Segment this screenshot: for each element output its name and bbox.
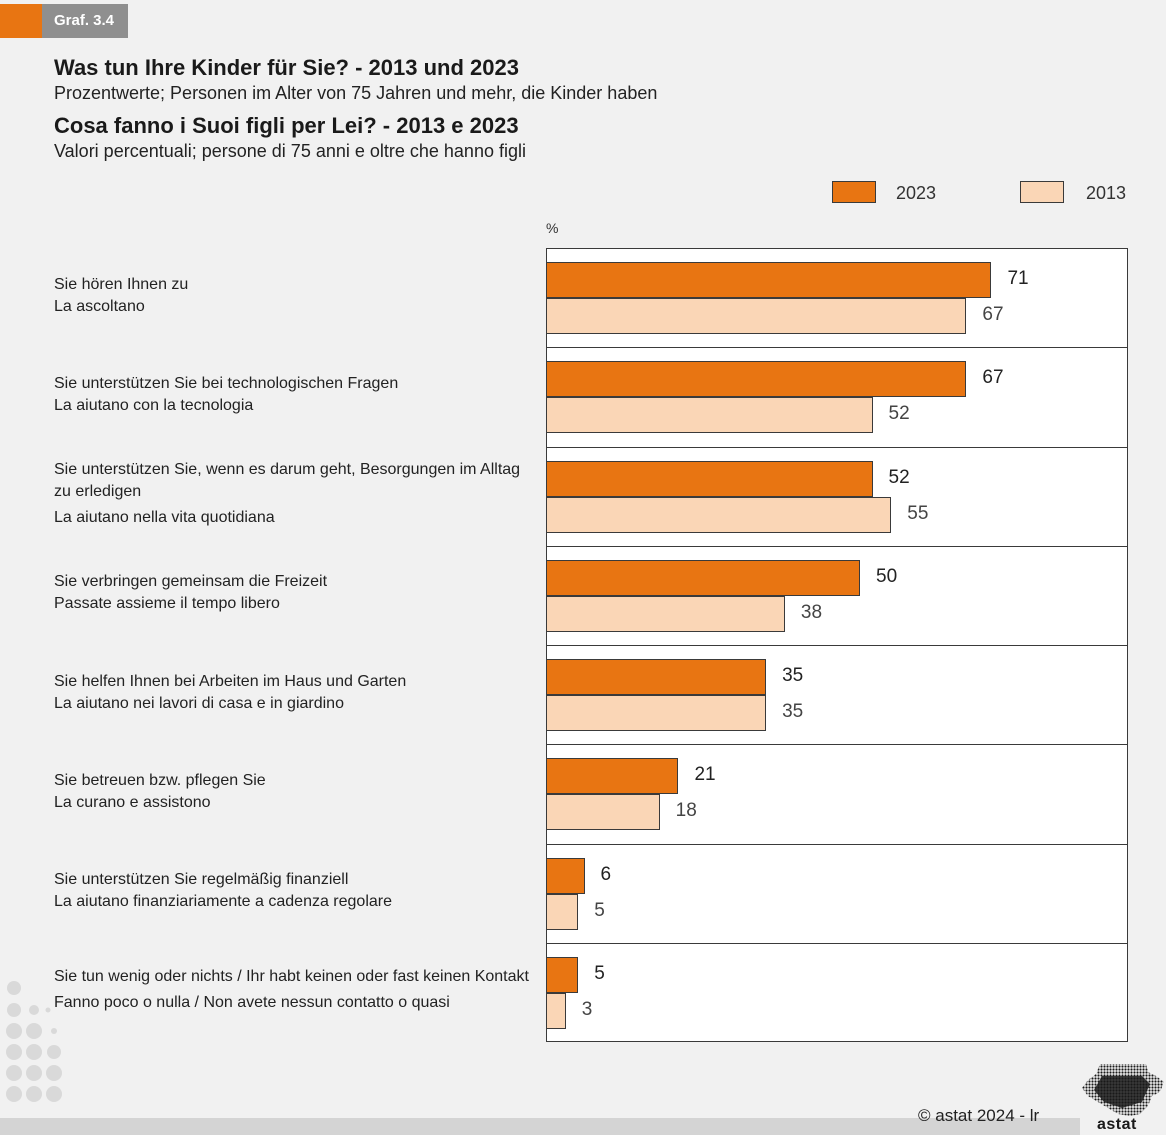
astat-logo-icon (1082, 1064, 1164, 1116)
row-divider (547, 645, 1127, 646)
category-label-it: La aiutano nella vita quotidiana (54, 509, 275, 527)
legend: 2023 2013 (0, 181, 1166, 209)
category-label-0: Sie hören Ihnen zu La ascoltano (54, 274, 534, 318)
category-label-de: Sie unterstützen Sie regelmäßig finanzie… (54, 871, 349, 889)
data-label-2023-7: 5 (594, 962, 605, 984)
bar-2013-6 (546, 893, 579, 930)
bar-2023-6 (546, 857, 585, 894)
row-divider (547, 545, 1127, 547)
logo-text: astat (1097, 1116, 1137, 1133)
category-label-it: La aiutano con la tecnologia (54, 396, 254, 414)
bar-2013-3 (546, 595, 785, 632)
data-label-2023-1: 67 (982, 367, 1004, 389)
bar-2013-0 (546, 298, 967, 334)
category-label-1: Sie unterstützen Sie bei technologischen… (54, 373, 534, 417)
data-label-2013-7: 3 (581, 998, 593, 1020)
category-label-it: La curano e assistono (54, 793, 211, 811)
bar-2013-1 (546, 397, 873, 434)
category-label-it: La aiutano nei lavori di casa e in giard… (54, 694, 344, 712)
subtitle-de: Prozentwerte; Personen im Alter von 75 J… (54, 83, 658, 103)
data-label-2013-4: 35 (782, 701, 804, 722)
bar-2013-2 (546, 496, 892, 533)
category-label-6: Sie unterstützen Sie regelmäßig finanzie… (54, 869, 534, 913)
bar-2023-7 (546, 956, 579, 993)
category-label-de: Sie unterstützen Sie bei technologischen… (54, 374, 399, 392)
category-label-de: Sie verbringen gemeinsam die Freizeit (54, 573, 328, 591)
row-divider (547, 347, 1127, 349)
data-label-2013-3: 38 (800, 601, 823, 623)
unit-label: % (546, 220, 559, 236)
category-label-de: Sie betreuen bzw. pflegen Sie (54, 771, 266, 789)
legend-swatch-2023 (832, 181, 876, 203)
data-label-2013-6: 5 (594, 899, 605, 921)
bar-2013-4 (546, 695, 767, 731)
category-label-de: Sie unterstützen Sie, wenn es darum geht… (54, 461, 521, 501)
category-label-7: Sie tun wenig oder nichts / Ihr habt kei… (54, 966, 534, 1014)
bar-2023-4 (546, 659, 767, 695)
title-de: Was tun Ihre Kinder für Sie? - 2013 und … (54, 55, 519, 80)
row-divider (547, 942, 1127, 944)
row-divider (547, 744, 1127, 746)
titles: Was tun Ihre Kinder für Sie? - 2013 und … (54, 54, 657, 162)
data-label-2023-0: 71 (1007, 268, 1029, 289)
figure-tag: Graf. 3.4 (0, 4, 129, 38)
category-label-it: La ascoltano (54, 297, 145, 315)
title-it: Cosa fanno i Suoi figli per Lei? - 2013 … (54, 113, 519, 138)
bar-2023-0 (546, 262, 992, 298)
category-label-de: Sie tun wenig oder nichts / Ihr habt kei… (54, 968, 529, 986)
bar-2023-3 (546, 559, 860, 596)
subtitle-it: Valori percentuali; persone di 75 anni e… (54, 141, 526, 161)
bar-2013-5 (546, 794, 660, 831)
data-label-2023-2: 52 (888, 466, 910, 488)
plot-area: 71 67 67 52 52 55 50 38 35 35 21 18 6 5 5 3 (546, 248, 1128, 1042)
category-label-de: Sie hören Ihnen zu (54, 275, 189, 293)
category-label-3: Sie verbringen gemeinsam die Freizeit Pas… (54, 571, 534, 615)
footer-bar (0, 1118, 1080, 1135)
data-label-2013-5: 18 (675, 800, 697, 822)
copyright: © astat 2024 - lr (918, 1106, 1040, 1125)
legend-swatch-2013 (1020, 181, 1064, 203)
data-label-2023-4: 35 (782, 665, 804, 686)
category-label-it: Passate assieme il tempo libero (54, 595, 280, 613)
category-label-5: Sie betreuen bzw. pflegen Sie La curano e… (54, 770, 534, 814)
legend-label-2023: 2023 (896, 183, 937, 203)
tag-label: Graf. 3.4 (42, 4, 129, 38)
bar-2013-7 (546, 992, 566, 1029)
decorative-dots-icon (6, 981, 62, 1102)
data-label-2023-5: 21 (694, 764, 716, 786)
row-divider (547, 843, 1127, 845)
bar-2023-5 (546, 758, 679, 795)
category-label-it: Fanno poco o nulla / Non avete nessun co… (54, 994, 450, 1012)
category-label-de: Sie helfen Ihnen bei Arbeiten im Haus un… (54, 672, 407, 690)
bar-2023-2 (546, 460, 873, 497)
data-label-2023-6: 6 (600, 863, 612, 885)
category-label-it: La aiutano finanziariamente a cadenza re… (54, 893, 393, 911)
bar-2023-1 (546, 361, 967, 398)
data-label-2023-3: 50 (876, 565, 898, 587)
category-label-4: Sie helfen Ihnen bei Arbeiten im Haus un… (54, 671, 534, 715)
data-label-2013-0: 67 (982, 304, 1004, 325)
legend-label-2013: 2013 (1086, 183, 1127, 203)
row-divider (547, 446, 1127, 448)
category-label-2: Sie unterstützen Sie, wenn es darum geht… (54, 459, 534, 529)
data-label-2013-2: 55 (907, 502, 929, 524)
tag-orange-block (0, 4, 42, 38)
data-label-2013-1: 52 (888, 403, 910, 425)
